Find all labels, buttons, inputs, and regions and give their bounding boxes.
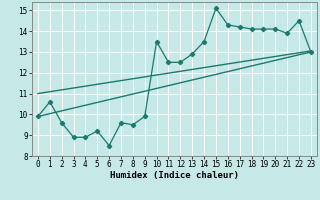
X-axis label: Humidex (Indice chaleur): Humidex (Indice chaleur) [110,171,239,180]
